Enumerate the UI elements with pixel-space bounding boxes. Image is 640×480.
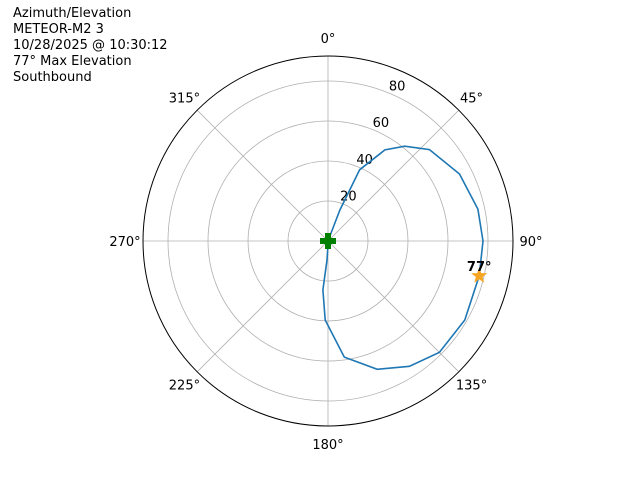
theta-tick-label: 90° bbox=[519, 235, 542, 250]
theta-tick-label: 0° bbox=[321, 32, 336, 47]
theta-tick-label: 270° bbox=[109, 235, 140, 250]
title-line: 10/28/2025 @ 10:30:12 bbox=[13, 38, 168, 53]
r-tick-label: 40 bbox=[356, 153, 373, 168]
theta-tick-label: 180° bbox=[312, 438, 343, 453]
r-tick-label: 60 bbox=[373, 116, 390, 131]
max-label: 77° bbox=[467, 260, 492, 275]
theta-tick-label: 315° bbox=[169, 91, 200, 106]
title-line: Southbound bbox=[13, 70, 92, 85]
theta-tick-label: 225° bbox=[169, 379, 200, 394]
grid-spoke bbox=[327, 240, 460, 373]
start-marker bbox=[320, 233, 336, 249]
max-marker bbox=[471, 267, 488, 283]
grid-spoke bbox=[196, 109, 329, 242]
theta-tick-label: 135° bbox=[456, 379, 487, 394]
title-line: 77° Max Elevation bbox=[13, 54, 132, 69]
grid-spoke bbox=[196, 240, 329, 373]
title-line: METEOR-M2 3 bbox=[13, 22, 104, 37]
theta-tick-label: 45° bbox=[460, 91, 483, 106]
r-tick-label: 80 bbox=[389, 80, 406, 95]
outer-frame bbox=[142, 55, 514, 427]
title-line: Azimuth/Elevation bbox=[13, 6, 131, 21]
grid-spoke bbox=[327, 109, 460, 242]
